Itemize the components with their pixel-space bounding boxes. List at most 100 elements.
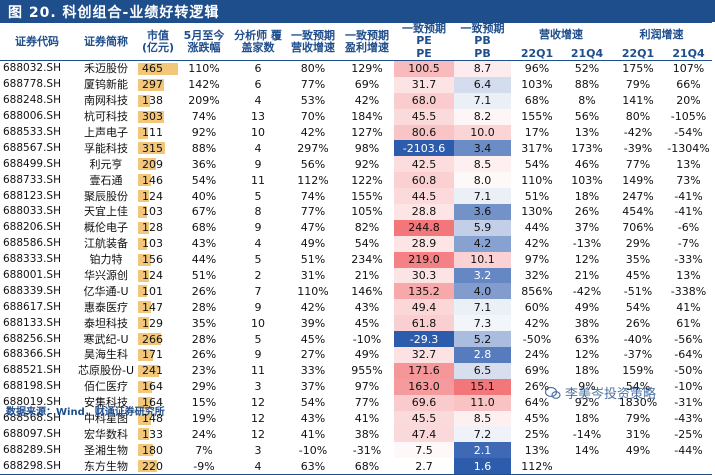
cell-rq1: 26% (524, 380, 550, 394)
cell-rq1: 42% (524, 316, 550, 330)
cell-mv: 315 (138, 140, 178, 156)
cell-chg: 23% (191, 364, 217, 378)
header-rev-q1: 22Q1 (520, 46, 554, 60)
cell-rq4: -13% (572, 237, 602, 251)
cell-name: 安集科技 (84, 396, 128, 410)
table-row: 688123.SH 聚辰股份 124 40% 5 74% 155% 44.5 7.1 51% 18%… (0, 188, 712, 205)
cell-pe: 2.7 (394, 458, 454, 475)
cell-pg: 234% (351, 253, 383, 267)
cell-rg: 37% (300, 380, 326, 394)
cell-pq4: 73% (676, 173, 701, 187)
cell-rq1: 64% (524, 396, 550, 410)
cell-pg: 54% (354, 237, 380, 251)
cell-rq4: 103% (571, 173, 603, 187)
cell-pg: 41% (354, 412, 380, 426)
cell-name: 亿华通-U (83, 284, 129, 298)
cell-chg: 44% (191, 253, 217, 267)
cell-rq1: 103% (521, 78, 553, 92)
market-value-bar (138, 349, 153, 362)
cell-rq4: 173% (571, 141, 603, 155)
cell-pq1: 454% (622, 205, 654, 219)
cell-pb: 8.2 (454, 108, 511, 125)
cell-name: 杭可科技 (84, 110, 128, 124)
cell-code: 688586.SH (3, 237, 61, 250)
market-value-bar (138, 301, 151, 314)
cell-rq4: 18% (574, 412, 600, 426)
cell-pe: 32.7 (394, 347, 454, 363)
cell-name: 东方生物 (84, 459, 128, 473)
cell-pg: 43% (354, 300, 380, 314)
market-value-bar (138, 174, 151, 187)
cell-rq4: 12% (574, 348, 600, 362)
table-row: 688248.SH 南网科技 138 209% 4 53% 42% 68.0 7.1 68% 8% 1… (0, 92, 712, 109)
cell-pb: 10.0 (454, 124, 511, 141)
market-value-text: 241 (142, 364, 163, 378)
market-value-bar (138, 333, 161, 346)
cell-name: 宏华数科 (84, 427, 128, 441)
cell-an: 5 (254, 253, 262, 267)
cell-rq4: 46% (574, 157, 600, 171)
cell-mv: 465 (138, 61, 178, 77)
cell-name: 泰坦科技 (84, 316, 128, 330)
cell-chg: 110% (188, 62, 220, 76)
cell-rg: 41% (300, 427, 326, 441)
header-pb: 一致预期 PB (460, 22, 505, 47)
cell-mv: 103 (138, 236, 178, 252)
header-pe: 一致预期 PE (402, 22, 446, 47)
market-value-bar (138, 396, 153, 409)
cell-code: 688198.SH (3, 380, 61, 393)
cell-pg: 82% (354, 221, 380, 235)
cell-rq1: 42% (524, 237, 550, 251)
cell-pq1: 49% (625, 443, 651, 457)
cell-pb: 10.1 (454, 251, 511, 268)
cell-mv: 266 (138, 331, 178, 347)
table-row: 688778.SH 厦钨新能 297 142% 6 77% 69% 31.7 6.4 103% 88… (0, 76, 712, 93)
cell-code: 688019.SH (3, 396, 61, 409)
cell-pq1: 80% (625, 110, 651, 124)
cell-chg: 28% (191, 332, 217, 346)
cell-an: 12 (251, 396, 265, 410)
cell-code: 688289.SH (3, 443, 61, 456)
cell-rq4: 13% (574, 126, 600, 139)
cell-pq1: -51% (623, 284, 653, 298)
cell-pe: 69.6 (394, 394, 454, 411)
cell-pe: 28.8 (394, 204, 454, 220)
cell-chg: 92% (191, 126, 217, 139)
market-value-bar (138, 158, 156, 171)
cell-rq4: 8% (578, 94, 596, 108)
market-value-text: 209 (142, 157, 163, 171)
cell-pb: 2.1 (454, 442, 511, 459)
cell-pq4: -56% (674, 332, 703, 346)
cell-rq1: 130% (521, 205, 553, 219)
market-value-text: 103 (142, 205, 163, 219)
cell-rq1: 856% (521, 284, 553, 298)
cell-name: 中科星图 (84, 412, 128, 426)
header-profit-q1: 22Q1 (621, 46, 655, 60)
cell-chg: 35% (191, 316, 217, 330)
cell-rq4: 14% (574, 443, 600, 457)
cell-chg: 15% (191, 396, 217, 410)
cell-an: 2 (254, 269, 262, 283)
cell-an: 12 (251, 427, 265, 441)
cell-rq4: 18% (574, 364, 600, 378)
cell-name: 昊海生科 (84, 348, 128, 362)
market-value-bar (138, 285, 147, 298)
cell-pq1: 159% (622, 364, 654, 378)
cell-rq4: 49% (574, 300, 600, 314)
cell-name: 寒武纪-U (83, 332, 129, 346)
cell-name: 南网科技 (84, 94, 128, 108)
cell-name: 圣湘生物 (84, 443, 128, 457)
cell-rg: 31% (300, 269, 326, 283)
market-value-bar (138, 380, 153, 393)
cell-pq4: 41% (676, 300, 701, 314)
figure-title-bar: 图 20. 科创组合-业绩好转逻辑 (0, 0, 715, 22)
cell-rq1: 317% (521, 141, 553, 155)
cell-pe: 45.5 (394, 108, 454, 125)
cell-rq1: 25% (524, 427, 550, 441)
cell-pq4: -44% (674, 443, 703, 457)
cell-mv: 129 (138, 315, 178, 331)
cell-name: 天宜上佳 (84, 205, 128, 219)
market-value-bar (138, 142, 166, 155)
cell-pe: 47.4 (394, 426, 454, 443)
table-row: 688586.SH 江航装备 103 43% 4 49% 54% 28.9 4.2 42% -13%… (0, 235, 712, 252)
